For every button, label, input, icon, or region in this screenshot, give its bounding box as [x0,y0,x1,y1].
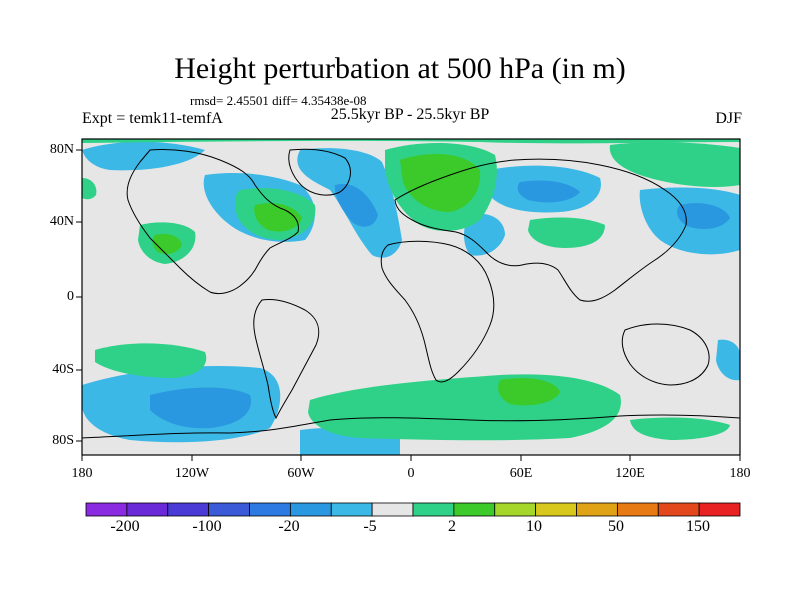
neg-region-north-pacific [82,141,205,171]
pos-region-arabia [528,217,605,248]
lon-tick-label: 60W [287,466,315,481]
colorbar-swatch [698,502,741,517]
colorbar-swatch [167,502,210,517]
lat-tick-label: 80S [52,433,74,448]
period-label: 25.5kyr BP - 25.5kyr BP [330,106,490,123]
axis-ticks [76,149,741,461]
season-label: DJF [715,110,742,127]
colorbar-label: 10 [526,518,542,535]
lat-tick-label: 40N [49,214,74,229]
pos-strong-atlantic-ridge [254,203,302,232]
colorbar-swatch [616,502,659,517]
pos-region-arctic [82,139,740,144]
neg-strong-west-pacific [677,203,730,230]
neg-region-australia [716,339,740,381]
colorbar-label: -100 [192,518,222,535]
colorbar-swatch [371,502,414,517]
colorbar-swatch [289,502,332,517]
colorbar-label: -20 [278,518,300,535]
colorbar-swatch [126,502,169,517]
pos-region-south-pacific [95,343,207,378]
pos-strong-southern-ocean [498,378,560,406]
lat-tick-label: 40S [52,362,74,377]
lat-tick-label: 0 [67,289,74,304]
contour-fields [82,139,740,455]
colorbar-swatch [453,502,496,517]
pos-region-east-asia [609,142,740,187]
colorbar-label: -200 [110,518,140,535]
coast-south-america [253,299,320,420]
coast-africa [380,240,495,383]
neg-strong-atlantic [334,184,378,227]
strong-positive-anomalies [152,154,560,406]
neg-strong-south-pacific [150,387,251,429]
colorbar-swatch [208,502,250,517]
lat-tick-label: 80N [49,142,74,157]
colorbar-swatch [535,502,577,517]
experiment-label: Expt = temk11-temfA [82,110,223,127]
colorbar-label: 2 [448,518,456,535]
coast-antarctica [82,414,740,439]
colorbar-swatch [249,502,291,517]
coastlines [82,148,740,439]
lon-tick-label: 120E [615,466,645,481]
lon-tick-label: 120W [174,466,210,481]
lon-tick-label: 180 [71,466,93,481]
pos-strong-subtropical-pacific [152,234,182,254]
neg-strong-asia [517,180,580,203]
lon-tick-label: 60E [509,466,533,481]
coast-eurasia [394,158,687,302]
colorbar-label: 50 [608,518,624,535]
colorbar-swatch [85,502,128,517]
pos-region-west-edge [82,178,97,200]
pos-strong-europe [400,154,481,212]
colorbar [85,502,741,517]
strong-negative-anomalies [150,180,730,429]
colorbar-swatch [657,502,700,517]
coast-north-america [126,149,299,295]
colorbar-swatch [576,502,618,517]
colorbar-swatch [412,502,455,517]
lon-tick-label: 0 [407,466,415,481]
figure-title: Height perturbation at 500 hPa (in m) [174,52,626,85]
pos-region-antarctic-coast [630,417,730,440]
colorbar-swatch [494,502,537,517]
neg-region-mediterranean [464,213,505,256]
coast-greenland [288,148,351,196]
lon-tick-label: 180 [729,466,751,481]
colorbar-swatch [330,502,373,517]
colorbar-label: -5 [363,518,377,535]
coast-australia [621,323,710,386]
stats-line: rmsd= 2.45501 diff= 4.35438e-08 [190,93,367,108]
colorbar-label: 150 [686,518,710,535]
